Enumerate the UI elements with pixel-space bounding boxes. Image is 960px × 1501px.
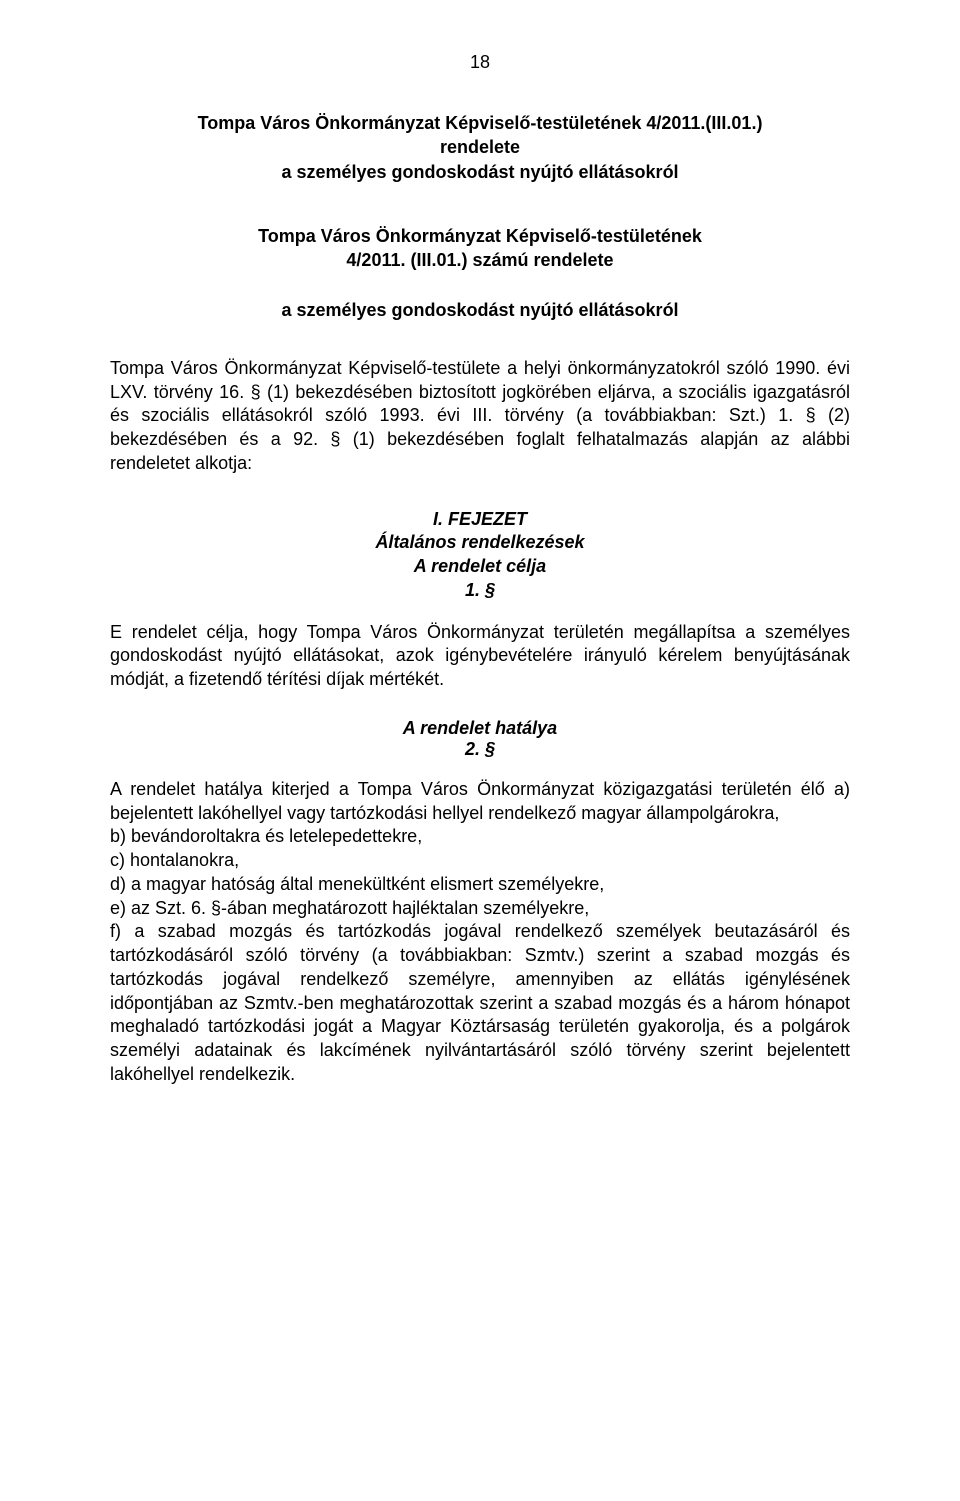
page-number: 18 (110, 52, 850, 73)
preamble-paragraph: Tompa Város Önkormányzat Képviselő-testü… (110, 357, 850, 476)
title2-line2: 4/2011. (III.01.) számú rendelete (110, 248, 850, 272)
title3: a személyes gondoskodást nyújtó ellátáso… (110, 298, 850, 322)
document-page: 18 Tompa Város Önkormányzat Képviselő-te… (0, 0, 960, 1501)
hatalya-line2: 2. § (110, 739, 850, 760)
title-block-1: Tompa Város Önkormányzat Képviselő-testü… (110, 111, 850, 184)
hatalya-line1: A rendelet hatálya (110, 718, 850, 739)
chapter-line2: Általános rendelkezések (110, 531, 850, 555)
title1-line3: a személyes gondoskodást nyújtó ellátáso… (110, 160, 850, 184)
hatalya-heading: A rendelet hatálya 2. § (110, 718, 850, 760)
title-block-3: a személyes gondoskodást nyújtó ellátáso… (110, 298, 850, 322)
chapter-line1: I. FEJEZET (110, 508, 850, 532)
title2-line1: Tompa Város Önkormányzat Képviselő-testü… (110, 224, 850, 248)
chapter-line3: A rendelet célja (110, 555, 850, 579)
para-rendelet-hatalya: A rendelet hatálya kiterjed a Tompa Váro… (110, 778, 850, 1087)
title1-line1: Tompa Város Önkormányzat Képviselő-testü… (110, 111, 850, 135)
title1-line2: rendelete (110, 135, 850, 159)
chapter-heading: I. FEJEZET Általános rendelkezések A ren… (110, 508, 850, 603)
title-block-2: Tompa Város Önkormányzat Képviselő-testü… (110, 224, 850, 273)
para-rendelet-celja: E rendelet célja, hogy Tompa Város Önkor… (110, 621, 850, 692)
chapter-line4: 1. § (110, 579, 850, 603)
